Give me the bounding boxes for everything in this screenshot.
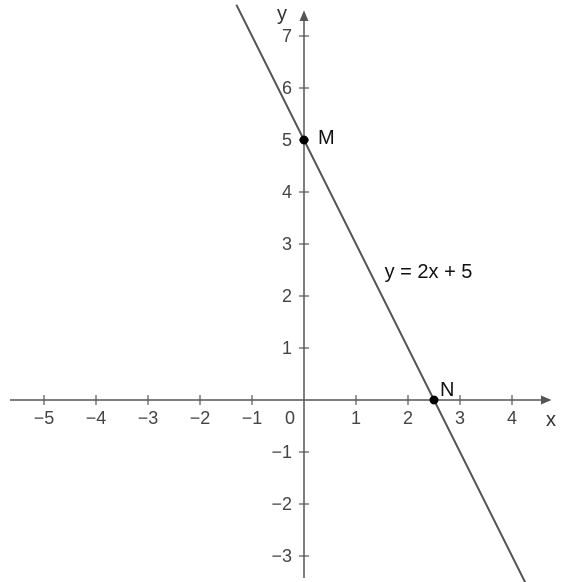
x-tick-label: −1 (242, 408, 263, 428)
y-tick-label: −3 (271, 546, 292, 566)
x-tick-label: −5 (34, 408, 55, 428)
x-tick-label: −3 (138, 408, 159, 428)
y-tick-label: −2 (271, 494, 292, 514)
equation-label: y = 2x + 5 (385, 261, 473, 283)
point-label-m: M (318, 127, 335, 149)
point-m (300, 136, 309, 145)
y-axis-label: y (277, 3, 287, 25)
x-tick-label: −4 (86, 408, 107, 428)
y-tick-label: 3 (282, 234, 292, 254)
coordinate-plot: y x −5 −4 −3 −2 −1 0 1 2 3 4 −3 −2 −1 1 2 3 4 5 6 7 y = 2x + 5… (0, 0, 564, 582)
point-label-n: N (440, 379, 454, 401)
x-tick-label: 3 (455, 408, 465, 428)
y-tick-label: −1 (271, 442, 292, 462)
x-axis-label: x (546, 409, 556, 431)
y-tick-label: 1 (282, 338, 292, 358)
x-tick-label: 1 (351, 408, 361, 428)
x-tick-label: −2 (190, 408, 211, 428)
y-tick-label: 5 (282, 130, 292, 150)
point-n (430, 396, 439, 405)
y-tick-label: 4 (282, 182, 292, 202)
x-tick-label: 4 (507, 408, 517, 428)
y-tick-label: 2 (282, 286, 292, 306)
y-tick-label: 7 (282, 26, 292, 46)
x-tick-label: 2 (403, 408, 413, 428)
y-tick-label: 6 (282, 78, 292, 98)
x-tick-label: 0 (285, 408, 295, 428)
